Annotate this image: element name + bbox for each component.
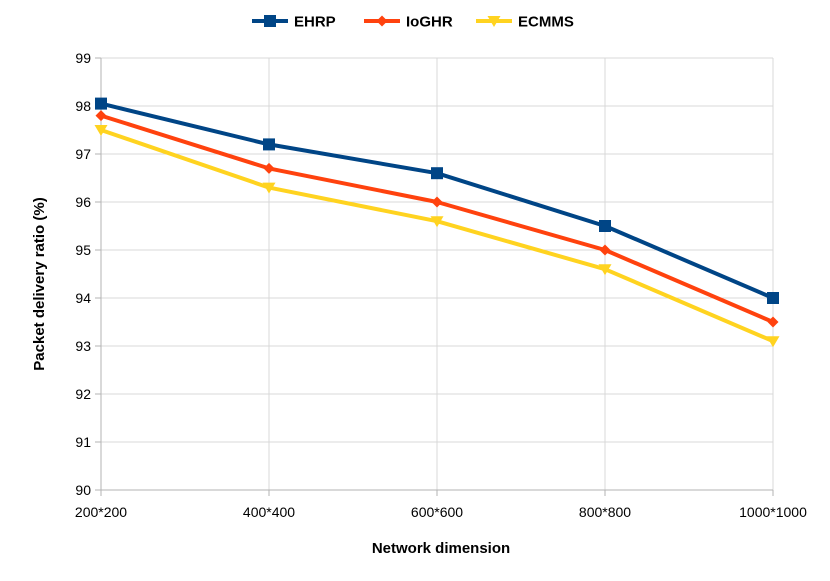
series-ehrp (95, 97, 779, 304)
data-point-ecmms (430, 216, 444, 228)
x-tick-label: 200*200 (75, 504, 127, 520)
data-point-ehrp (599, 220, 611, 232)
x-tick-label: 1000*1000 (739, 504, 807, 520)
y-tick-label: 96 (75, 194, 91, 210)
legend-entry-ecmms: ECMMS (476, 14, 574, 31)
series-ecmms (94, 125, 780, 348)
y-tick-label: 92 (75, 386, 91, 402)
axes: 90 91 92 93 94 95 96 97 98 99 200*200 400*400 600*60… (75, 50, 807, 520)
legend-label: IoGHR (406, 14, 453, 31)
y-tick-label: 93 (75, 338, 91, 354)
y-axis-title: Packet delivery ratio (%) (31, 197, 48, 370)
data-point-ioghr (431, 196, 443, 208)
y-tick-label: 95 (75, 242, 91, 258)
legend-entry-ioghr: IoGHR (364, 14, 453, 31)
legend-marker (487, 16, 501, 27)
data-point-ecmms (766, 336, 780, 348)
legend-label: ECMMS (518, 14, 574, 31)
series-ioghr (95, 110, 779, 328)
data-point-ehrp (767, 292, 779, 304)
y-tick-label: 97 (75, 146, 91, 162)
grid (100, 57, 774, 491)
data-point-ioghr (767, 316, 779, 328)
x-tick-label: 800*800 (579, 504, 631, 520)
data-point-ehrp (431, 167, 443, 180)
legend-marker (264, 15, 276, 27)
data-point-ioghr (263, 162, 275, 174)
data-point-ecmms (262, 182, 276, 194)
y-tick-label: 99 (75, 50, 91, 66)
y-tick-label: 91 (75, 434, 91, 450)
data-point-ehrp (95, 97, 107, 110)
data-point-ecmms (94, 125, 108, 136)
y-tick-label: 90 (75, 482, 91, 498)
y-tick-label: 98 (75, 98, 91, 114)
legend: EHRP IoGHR ECMMS (252, 14, 574, 31)
x-tick-label: 400*400 (243, 504, 295, 520)
x-tick-label: 600*600 (411, 504, 463, 520)
x-axis-title: Network dimension (372, 540, 510, 557)
data-point-ehrp (263, 138, 275, 151)
y-tick-label: 94 (75, 290, 91, 306)
legend-marker (376, 15, 388, 27)
series (94, 97, 780, 348)
data-point-ioghr (599, 244, 611, 256)
legend-entry-ehrp: EHRP (252, 14, 336, 31)
legend-label: EHRP (294, 14, 336, 31)
data-point-ioghr (95, 110, 107, 122)
data-point-ecmms (598, 264, 612, 276)
